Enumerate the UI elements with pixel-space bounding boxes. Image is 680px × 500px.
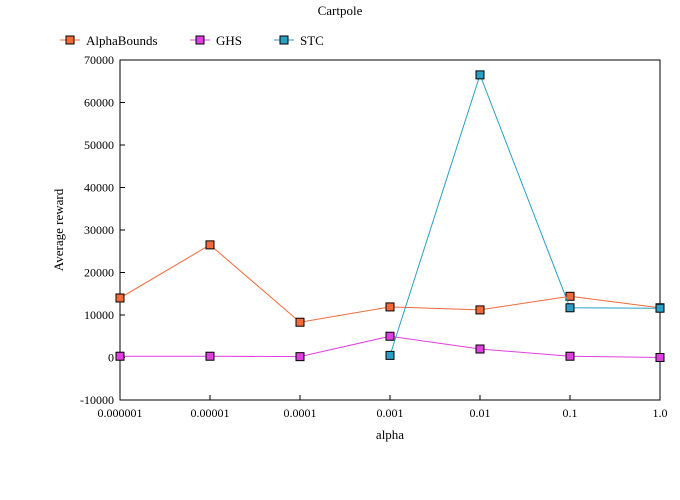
legend-item-ghs: GHS (190, 33, 242, 48)
x-axis: 0.000001 0.00001 0.0001 0.001 0.01 0.1 1.0 (98, 395, 668, 420)
series-line-stc (389, 73, 661, 356)
y-tick-label: 10000 (84, 308, 114, 322)
legend: AlphaBounds GHS STC (60, 33, 324, 48)
x-tick-label: 0.00001 (191, 406, 230, 420)
legend-marker-ghs (195, 35, 205, 45)
point-ghs-0 (115, 351, 125, 361)
y-axis-label: Average reward (51, 188, 66, 271)
point-alphabounds-0 (115, 293, 125, 303)
series-ghs (115, 331, 665, 362)
point-stc-3 (385, 350, 395, 360)
plot-area (119, 59, 661, 401)
y-axis: -10000 0 10000 20000 30000 40000 50000 60000 700… (80, 53, 125, 407)
point-ghs-2 (295, 352, 305, 362)
y-tick-label: 70000 (84, 53, 114, 67)
point-alphabounds-5 (565, 291, 575, 301)
chart-title: Cartpole (318, 3, 363, 18)
x-tick-label: 0.1 (563, 406, 578, 420)
point-alphabounds-1 (205, 240, 215, 250)
y-tick-label: 40000 (84, 181, 114, 195)
point-ghs-1 (205, 351, 215, 361)
y-tick-label: 60000 (84, 96, 114, 110)
point-alphabounds-4 (475, 305, 485, 315)
x-tick-label: 0.01 (470, 406, 491, 420)
point-alphabounds-3 (385, 302, 395, 312)
legend-label-ghs: GHS (216, 33, 242, 48)
x-tick-label: 0.0001 (284, 406, 317, 420)
point-ghs-3 (385, 331, 395, 341)
point-stc-4 (475, 70, 485, 80)
point-stc-5 (565, 303, 575, 313)
y-tick-label: 30000 (84, 223, 114, 237)
series-stc (385, 70, 665, 360)
legend-marker-stc (279, 35, 289, 45)
legend-label-alphabounds: AlphaBounds (86, 33, 158, 48)
y-tick-label: 20000 (84, 266, 114, 280)
legend-item-stc: STC (274, 33, 324, 48)
x-tick-label: 1.0 (653, 406, 668, 420)
x-tick-label: 0.000001 (98, 406, 143, 420)
series-layer (115, 70, 665, 362)
point-alphabounds-2 (295, 317, 305, 327)
y-tick-label: 50000 (84, 138, 114, 152)
legend-marker-alphabounds (65, 35, 75, 45)
y-tick-label: 0 (108, 351, 114, 365)
x-axis-label: alpha (376, 427, 404, 442)
point-ghs-5 (565, 351, 575, 361)
point-ghs-6 (655, 353, 665, 362)
legend-item-alphabounds: AlphaBounds (60, 33, 158, 48)
point-ghs-4 (475, 344, 485, 354)
x-tick-label: 0.001 (377, 406, 404, 420)
point-stc-6 (655, 303, 665, 313)
y-tick-label: -10000 (80, 393, 114, 407)
legend-label-stc: STC (300, 33, 324, 48)
